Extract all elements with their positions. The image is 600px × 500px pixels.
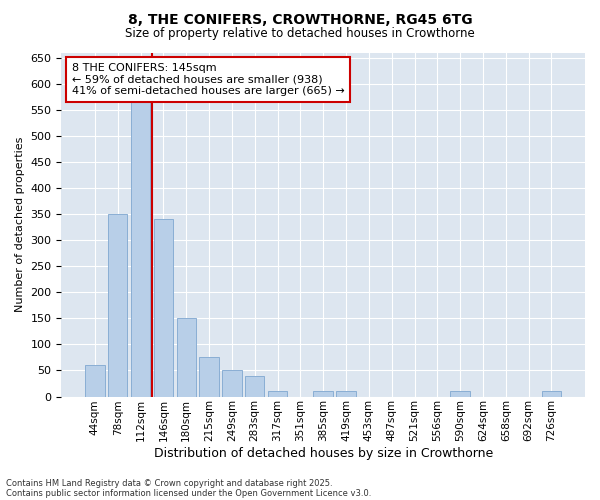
Bar (268, 392, 287, 396)
Bar (313, 392, 333, 396)
Bar (245, 376, 265, 396)
Bar (451, 392, 470, 396)
X-axis label: Distribution of detached houses by size in Crowthorne: Distribution of detached houses by size … (154, 447, 493, 460)
Bar (337, 392, 356, 396)
Text: Size of property relative to detached houses in Crowthorne: Size of property relative to detached ho… (125, 28, 475, 40)
Bar (108, 214, 127, 396)
Text: 8 THE CONIFERS: 145sqm
← 59% of detached houses are smaller (938)
41% of semi-de: 8 THE CONIFERS: 145sqm ← 59% of detached… (72, 63, 344, 96)
Bar (542, 392, 561, 396)
Bar (222, 370, 242, 396)
Bar (199, 358, 219, 397)
Bar (176, 318, 196, 396)
Bar (131, 74, 150, 396)
Bar (154, 220, 173, 396)
Bar (85, 366, 104, 396)
Text: Contains HM Land Registry data © Crown copyright and database right 2025.: Contains HM Land Registry data © Crown c… (6, 478, 332, 488)
Text: Contains public sector information licensed under the Open Government Licence v3: Contains public sector information licen… (6, 488, 371, 498)
Y-axis label: Number of detached properties: Number of detached properties (15, 137, 25, 312)
Text: 8, THE CONIFERS, CROWTHORNE, RG45 6TG: 8, THE CONIFERS, CROWTHORNE, RG45 6TG (128, 12, 472, 26)
